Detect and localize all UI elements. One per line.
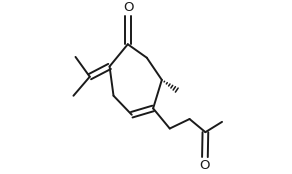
Text: O: O: [123, 1, 134, 14]
Text: O: O: [199, 159, 209, 172]
